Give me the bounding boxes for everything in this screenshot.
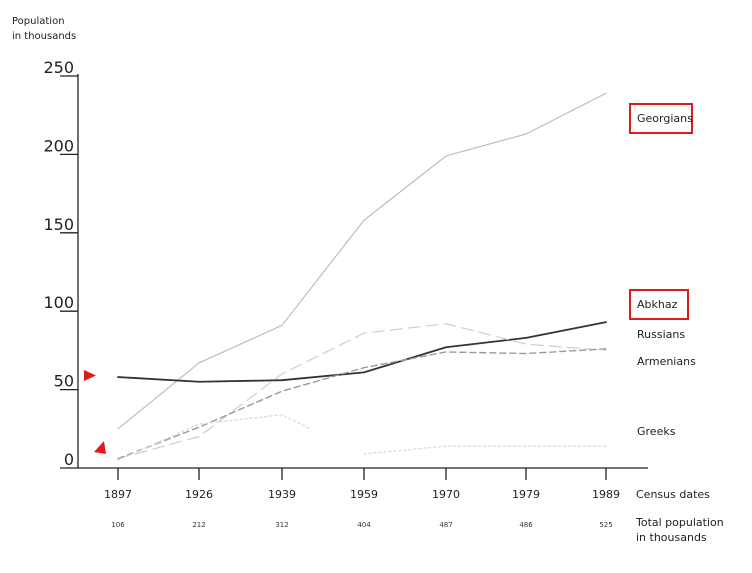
- data-point-greeks-1939: [281, 413, 283, 415]
- y-tick-label-0: 0: [64, 450, 74, 469]
- series-line-greeks-b: [363, 445, 607, 455]
- series-line-armenians: [117, 348, 607, 460]
- red-pointer-right-icon: [84, 370, 96, 381]
- data-point-armenians-1989: [605, 348, 607, 350]
- data-point-russians-1970: [445, 323, 447, 325]
- data-point-georgians-1959: [363, 219, 365, 221]
- x-tick-label-1939: 1939: [268, 488, 296, 501]
- red-pointer-diagonal-icon: [94, 441, 106, 454]
- series-line-georgians: [117, 92, 607, 430]
- data-point-abkhaz-1970: [445, 346, 447, 348]
- total-population-1970: 487: [439, 521, 452, 529]
- total-population-1926: 212: [192, 521, 205, 529]
- x-tick-label-1897: 1897: [104, 488, 132, 501]
- data-point-armenians-1979: [525, 352, 527, 354]
- legend-label-georgians: Georgians: [637, 112, 693, 125]
- data-point-greeks-1959: [363, 453, 365, 455]
- data-point-abkhaz-1979: [525, 337, 527, 339]
- total-population-1989: 525: [599, 521, 612, 529]
- legend-label-greeks: Greeks: [637, 425, 676, 438]
- y-axis-title-line-2: in thousands: [12, 31, 77, 42]
- data-point-georgians-1979: [525, 133, 527, 135]
- data-point-russians-1979: [525, 343, 527, 345]
- data-point-abkhaz-1926: [198, 381, 200, 383]
- data-point-abkhaz-1989: [605, 321, 607, 323]
- x-tick-label-1926: 1926: [185, 488, 213, 501]
- data-point-greeks-1989: [605, 445, 607, 447]
- x-tick-label-1970: 1970: [432, 488, 460, 501]
- x-tick-label-1959: 1959: [350, 488, 378, 501]
- data-point-abkhaz-1939: [281, 379, 283, 381]
- data-point-russians-1959: [363, 332, 365, 334]
- total-population-title-line-1: Total population: [635, 516, 724, 529]
- data-point-armenians-1970: [445, 351, 447, 353]
- x-tick-label-1989: 1989: [592, 488, 620, 501]
- x-axis-title: Census dates: [636, 488, 710, 501]
- data-point-georgians-1970: [445, 155, 447, 157]
- data-point-georgians-1989: [605, 92, 607, 94]
- total-population-title-line-2: in thousands: [636, 531, 707, 544]
- total-population-1897: 106: [111, 521, 125, 529]
- data-point-georgians-1926: [198, 362, 200, 364]
- series-line-abkhaz: [117, 321, 607, 383]
- series-line-greeks-a: [117, 413, 311, 461]
- y-tick-label-100: 100: [43, 293, 74, 312]
- total-population-1939: 312: [275, 521, 288, 529]
- y-tick-label-150: 150: [43, 215, 74, 234]
- y-axis-title-line-1: Population: [12, 16, 65, 27]
- data-point-georgians-1939: [281, 324, 283, 326]
- data-point-greeks-1979: [525, 445, 527, 447]
- legend-box-abkhaz: [629, 289, 689, 320]
- total-population-1979: 486: [519, 521, 533, 529]
- legend-box-georgians: [629, 103, 693, 134]
- data-point-armenians-1926: [198, 426, 200, 428]
- legend-label-abkhaz: Abkhaz: [637, 298, 678, 311]
- data-point-armenians-1939: [281, 390, 283, 392]
- series-line-russians: [117, 323, 607, 460]
- data-point-greeks-1970: [445, 445, 447, 447]
- total-population-1959: 404: [357, 521, 371, 529]
- data-point-russians-1926: [198, 435, 200, 437]
- y-tick-label-50: 50: [54, 372, 74, 391]
- y-tick-label-250: 250: [43, 58, 74, 77]
- x-tick-label-1979: 1979: [512, 488, 540, 501]
- legend-label-armenians: Armenians: [637, 355, 696, 368]
- legend-label-russians: Russians: [637, 328, 685, 341]
- data-point-armenians-1959: [363, 366, 365, 368]
- data-point-russians-1939: [281, 373, 283, 375]
- data-point-georgians-1897: [117, 428, 119, 430]
- data-point-abkhaz-1959: [363, 371, 365, 373]
- data-point-abkhaz-1897: [117, 376, 119, 378]
- y-tick-label-200: 200: [43, 136, 74, 155]
- data-point-greeks-1897: [117, 459, 119, 461]
- data-point-greeks-1926: [198, 423, 200, 425]
- y-axis-title: Population in thousands: [12, 14, 76, 44]
